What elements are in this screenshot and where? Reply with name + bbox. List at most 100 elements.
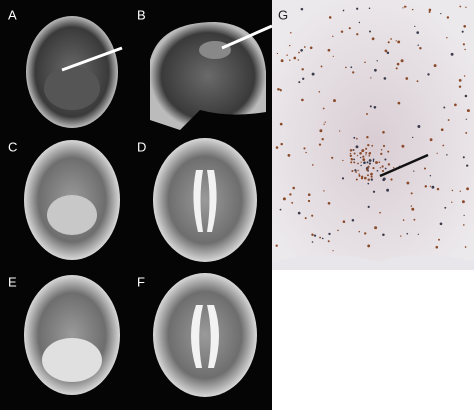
stain-dot [365,147,368,150]
stain-dot [366,135,369,139]
stain-dot [463,24,467,28]
stain-dot [318,91,321,93]
stain-dot [410,192,413,195]
stain-dot [348,27,351,30]
stain-dot [406,181,410,185]
stain-dot [355,145,359,149]
stain-dot [319,129,323,133]
stain-dot [279,208,282,211]
stain-dot [458,85,462,88]
stain-dot [327,240,330,243]
stain-dot [465,131,468,134]
stain-dot [429,175,432,177]
stain-dot [376,169,379,172]
panel-g: G [272,0,474,270]
stain-dot [386,51,390,55]
stain-dot [289,59,291,62]
stain-dot [462,43,466,46]
stain-dot [464,94,468,98]
panel-label: G [278,7,288,22]
stain-dot [370,172,373,176]
stain-dot [367,174,369,177]
stain-dot [298,81,301,84]
ventricles [191,305,219,368]
stain-dot [464,48,466,51]
stain-dot [424,185,428,188]
stain-dot [390,178,393,181]
stain-dot [357,169,359,172]
stain-dot [384,158,387,161]
stain-dot [356,33,359,36]
stain-dot [459,5,462,8]
stain-dot [417,233,419,235]
stain-dot [356,7,359,10]
stain-dot [338,130,341,132]
stain-dot [280,59,284,63]
stain-dot [337,229,339,232]
panel-label: B [137,7,146,22]
stain-dot [446,37,448,39]
stain-dot [313,234,317,237]
stain-dot [311,241,314,243]
stain-dot [356,137,358,140]
mri-scan [153,138,257,262]
stain-dot [395,67,398,70]
stain-dot [442,144,445,147]
stain-dot [351,169,354,173]
panel-label: A [8,7,17,22]
stain-dot [384,167,387,170]
stain-dot [287,154,291,157]
stain-dot [342,159,344,162]
stain-dot [428,8,432,12]
stain-dot [282,197,286,201]
stain-dot [417,44,419,46]
stain-dot [367,178,370,181]
stain-dot [368,162,371,165]
stain-dot [381,165,384,168]
stain-dot [406,232,409,235]
stain-dot [342,220,346,223]
stain-dot [402,219,405,221]
stain-dot [466,164,469,167]
stain-dot [367,205,370,209]
stain-dot [353,161,356,164]
stain-dot [400,235,402,237]
stain-dot [372,167,375,170]
stain-dot [290,32,292,34]
stain-dot [302,77,305,80]
stain-dot [416,31,420,34]
stain-dot [307,193,311,196]
stain-dot [368,154,371,157]
panel-label: D [137,139,146,154]
stain-dot [392,167,395,169]
stain-dot [401,144,405,148]
stain-dot [446,16,450,19]
stain-dot [382,144,386,148]
stain-dot [403,5,407,8]
stain-dot [374,226,378,230]
cerebellum [42,338,102,382]
stain-dot [466,109,470,113]
stain-dot [462,224,465,226]
stain-dot [286,54,288,56]
stain-dot [462,156,465,159]
stain-dot [367,182,370,185]
stain-dot [368,7,371,10]
stain-dot [365,151,368,154]
stain-dot [387,163,391,166]
stain-dot [387,41,390,44]
stain-dot [353,152,356,155]
stain-dot [431,185,435,189]
stain-dot [384,49,388,53]
stain-dot [414,25,416,28]
stain-dot [275,244,278,247]
panel-label: C [8,139,17,154]
stain-dot [331,156,334,159]
stain-dot [370,175,373,178]
stain-dot [376,60,378,62]
stain-dot [372,160,375,163]
stain-dot [323,123,325,125]
stain-dot [327,201,331,205]
panel-label: E [8,274,17,289]
